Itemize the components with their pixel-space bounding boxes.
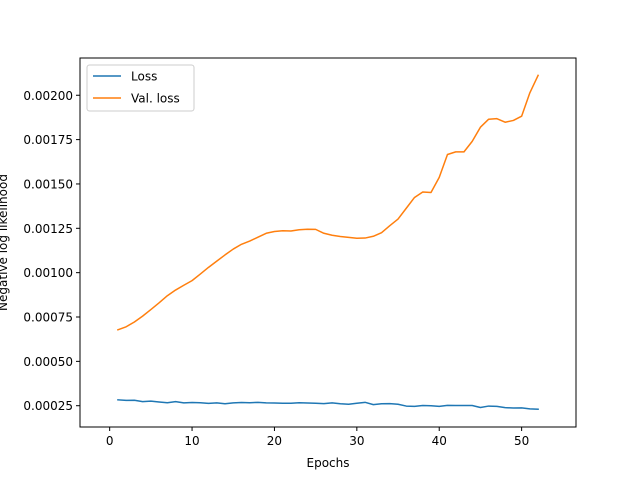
legend-label-loss: Loss	[131, 70, 157, 84]
x-axis-label: Epochs	[307, 456, 350, 470]
y-tick-label: 0.00175	[23, 133, 73, 147]
series-layer	[116, 74, 540, 411]
x-tick-label: 0	[106, 434, 114, 448]
legend-label-val-loss: Val. loss	[131, 92, 180, 106]
x-tick-label: 20	[267, 434, 282, 448]
y-tick-label: 0.00200	[23, 89, 73, 103]
series-line-val-loss	[116, 74, 540, 331]
y-tick-label: 0.00075	[23, 311, 73, 325]
legend: Loss Val. loss	[86, 64, 195, 112]
y-tick-label: 0.00025	[23, 399, 73, 413]
x-axis-ticks: 0 10 20 30 40 50	[106, 427, 529, 448]
x-tick-label: 30	[349, 434, 364, 448]
y-tick-label: 0.00150	[23, 177, 73, 191]
y-tick-label: 0.00050	[23, 355, 73, 369]
y-tick-label: 0.00100	[23, 266, 73, 280]
y-tick-label: 0.00125	[23, 222, 73, 236]
plot-frame	[79, 57, 577, 428]
y-axis-ticks: 0.00025 0.00050 0.00075 0.00100 0.00125 0.001…	[23, 89, 80, 413]
y-axis-label: Negative log likelihood	[0, 174, 10, 311]
series-line-loss	[117, 399, 539, 411]
x-tick-label: 10	[184, 434, 199, 448]
x-tick-label: 40	[432, 434, 447, 448]
x-tick-label: 50	[514, 434, 529, 448]
